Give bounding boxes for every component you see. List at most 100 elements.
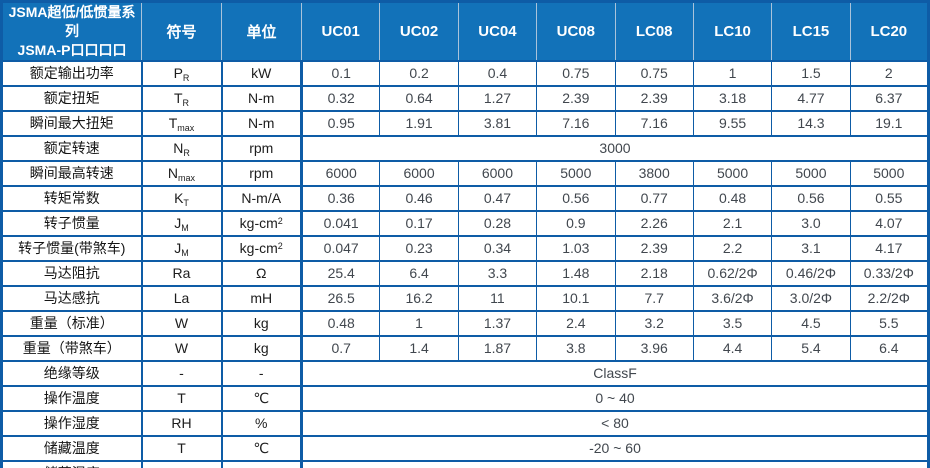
table-row: 转子惯量(带煞车) JM kg-cm2 0.047 0.23 0.34 1.03 2.39 2.… <box>1 234 929 262</box>
value-cell: 14.3 <box>771 109 851 137</box>
table-row: 绝缘等级 - - ClassF <box>1 359 929 387</box>
value-cell: 5000 <box>849 159 929 187</box>
symbol-cell: T <box>140 384 223 412</box>
symbol-cell: JM <box>140 234 223 262</box>
value-cell: 2.39 <box>536 84 616 112</box>
column-header-uc01: UC01 <box>300 1 380 62</box>
symbol-cell: TR <box>140 84 223 112</box>
unit-cell: mH <box>220 284 303 312</box>
symbol-subscript: max <box>178 173 196 184</box>
value-cell: 0.34 <box>457 234 538 262</box>
value-cell: 4.5 <box>771 309 851 337</box>
table-row: 储藏温度 T ℃ -20 ~ 60 <box>1 434 929 462</box>
value-cell: 6.37 <box>849 84 929 112</box>
value-cell: 1.03 <box>536 234 616 262</box>
unit-cell: rpm <box>220 159 303 187</box>
value-cell: 1.48 <box>536 259 616 287</box>
value-cell: 2.2 <box>692 234 773 262</box>
value-cell: 5000 <box>771 159 851 187</box>
symbol-cell: W <box>140 309 223 337</box>
value-cell: 0.95 <box>299 109 381 137</box>
value-cell: 0.64 <box>379 84 459 112</box>
row-label: 储藏温度 <box>1 434 142 462</box>
value-cell: 0.28 <box>457 209 538 237</box>
value-cell: 1 <box>379 309 459 337</box>
value-cell: 10.1 <box>536 284 616 312</box>
column-header-uc04: UC04 <box>457 1 537 62</box>
value-cell: 7.16 <box>536 109 616 137</box>
unit-cell: % <box>220 459 303 468</box>
column-header-lc08: LC08 <box>614 1 694 62</box>
value-cell: 5.4 <box>771 334 851 362</box>
value-cell: 4.17 <box>849 234 929 262</box>
symbol-cell: JM <box>140 209 223 237</box>
unit-column-header: 单位 <box>221 1 302 62</box>
unit-cell: N-m <box>220 109 303 137</box>
value-cell: 3.1 <box>771 234 851 262</box>
symbol-cell: RH <box>140 459 223 468</box>
row-label: 重量（带煞车） <box>1 334 142 362</box>
value-cell: 0.36 <box>299 184 381 212</box>
unit-cell: kg <box>220 334 303 362</box>
row-label: 操作湿度 <box>1 409 142 437</box>
value-cell: 5000 <box>692 159 773 187</box>
unit-cell: - <box>220 359 303 387</box>
row-label: 操作温度 <box>1 384 142 412</box>
table-title: JSMA超低/低惯量系列 JSMA-P口口口口 <box>1 1 142 62</box>
symbol-subscript: max <box>177 123 195 134</box>
row-label: 储藏湿度 <box>1 459 142 468</box>
value-cell: 0.75 <box>536 59 616 87</box>
unit-superscript: 2 <box>277 241 283 252</box>
merged-value-cell: < 80 <box>300 409 929 437</box>
unit-cell: kg-cm2 <box>220 234 303 262</box>
value-cell: 0.47 <box>457 184 538 212</box>
value-cell: 3.0/2Φ <box>771 284 851 312</box>
value-cell: 6000 <box>379 159 459 187</box>
merged-value-cell: 0 ~ 40 <box>300 384 929 412</box>
value-cell: 3800 <box>614 159 694 187</box>
table-row: 瞬间最高转速 Nmax rpm 6000 6000 6000 5000 3800 5000 500… <box>1 159 929 187</box>
value-cell: 0.4 <box>457 59 538 87</box>
value-cell: 3.5 <box>692 309 773 337</box>
value-cell: 16.2 <box>379 284 459 312</box>
value-cell: 6000 <box>299 159 381 187</box>
value-cell: 2.39 <box>614 84 694 112</box>
value-cell: 4.07 <box>849 209 929 237</box>
value-cell: 0.46/2Φ <box>771 259 851 287</box>
value-cell: 6.4 <box>379 259 459 287</box>
value-cell: 2.18 <box>614 259 694 287</box>
symbol-subscript: R <box>183 148 190 159</box>
symbol-column-header: 符号 <box>141 1 222 62</box>
symbol-cell: - <box>140 359 223 387</box>
table-title-line2: JSMA-P口口口口 <box>17 41 127 58</box>
symbol-subscript: T <box>183 198 189 209</box>
merged-value-cell: ClassF <box>300 359 929 387</box>
symbol-cell: NR <box>140 134 223 162</box>
column-header-lc20: LC20 <box>849 1 929 62</box>
row-label: 瞬间最大扭矩 <box>1 109 142 137</box>
value-cell: 4.77 <box>771 84 851 112</box>
column-header-lc10: LC10 <box>692 1 772 62</box>
value-cell: 0.56 <box>536 184 616 212</box>
value-cell: 3.8 <box>536 334 616 362</box>
unit-cell: kg-cm2 <box>220 209 303 237</box>
row-label: 额定输出功率 <box>1 59 142 87</box>
unit-cell: N-m/A <box>220 184 303 212</box>
symbol-cell: W <box>140 334 223 362</box>
value-cell: 0.62/2Φ <box>692 259 773 287</box>
value-cell: 0.2 <box>379 59 459 87</box>
value-cell: 25.4 <box>299 259 381 287</box>
symbol-cell: Ra <box>140 259 223 287</box>
row-label: 马达感抗 <box>1 284 142 312</box>
value-cell: 19.1 <box>849 109 929 137</box>
value-cell: 0.7 <box>299 334 381 362</box>
value-cell: 3.18 <box>692 84 773 112</box>
unit-cell: kg <box>220 309 303 337</box>
value-cell: 9.55 <box>692 109 773 137</box>
row-label: 瞬间最高转速 <box>1 159 142 187</box>
table-row: 额定转速 NR rpm 3000 <box>1 134 929 162</box>
row-label: 额定扭矩 <box>1 84 142 112</box>
symbol-cell: Tmax <box>140 109 223 137</box>
